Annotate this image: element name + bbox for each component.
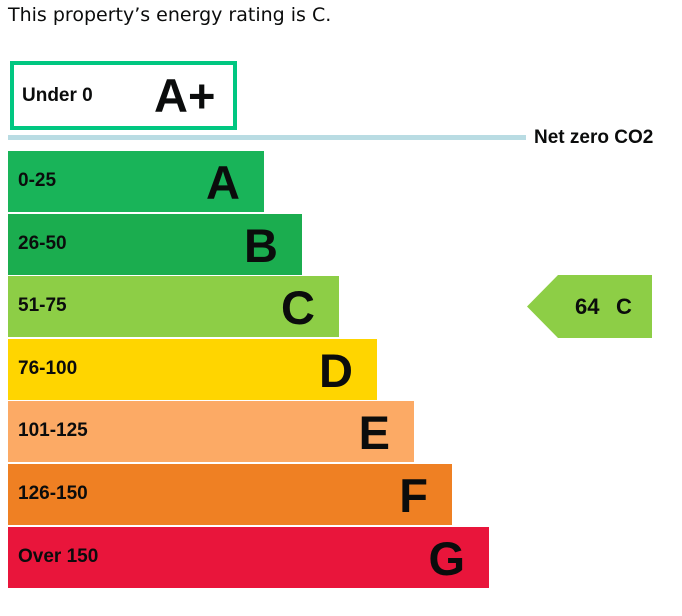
headline: This property’s energy rating is C.	[8, 4, 332, 26]
band-c: 51-75 C	[8, 276, 339, 337]
net-zero-label: Net zero CO2	[534, 127, 654, 148]
band-e-letter: E	[358, 406, 390, 459]
band-b: 26-50 B	[8, 214, 302, 275]
band-f-letter: F	[399, 469, 428, 522]
current-rating-score: 64	[575, 294, 600, 319]
band-f-range: 126-150	[18, 483, 88, 504]
band-b-range: 26-50	[18, 233, 67, 254]
band-g: Over 150 G	[8, 527, 489, 588]
band-c-range: 51-75	[18, 295, 67, 316]
band-e: 101-125 E	[8, 401, 414, 462]
current-rating-letter: C	[616, 294, 632, 319]
band-d: 76-100 D	[8, 339, 377, 400]
band-a-range: 0-25	[18, 170, 57, 191]
band-g-letter: G	[428, 532, 465, 585]
band-e-range: 101-125	[18, 420, 88, 441]
current-rating-arrow: 64 C	[527, 275, 652, 338]
net-zero-line	[8, 135, 526, 140]
band-a: 0-25 A	[8, 151, 264, 212]
band-d-range: 76-100	[18, 358, 78, 379]
band-c-letter: C	[281, 281, 315, 334]
band-a-plus: Under 0 A+	[10, 61, 237, 130]
band-d-letter: D	[319, 344, 353, 397]
band-f: 126-150 F	[8, 464, 452, 525]
band-b-letter: B	[244, 219, 278, 272]
band-a-plus-range: Under 0	[22, 85, 93, 106]
band-g-range: Over 150	[18, 546, 99, 567]
band-a-letter: A	[206, 156, 240, 209]
band-a-plus-letter: A+	[154, 69, 216, 122]
current-rating-arrow-shape	[527, 275, 652, 338]
